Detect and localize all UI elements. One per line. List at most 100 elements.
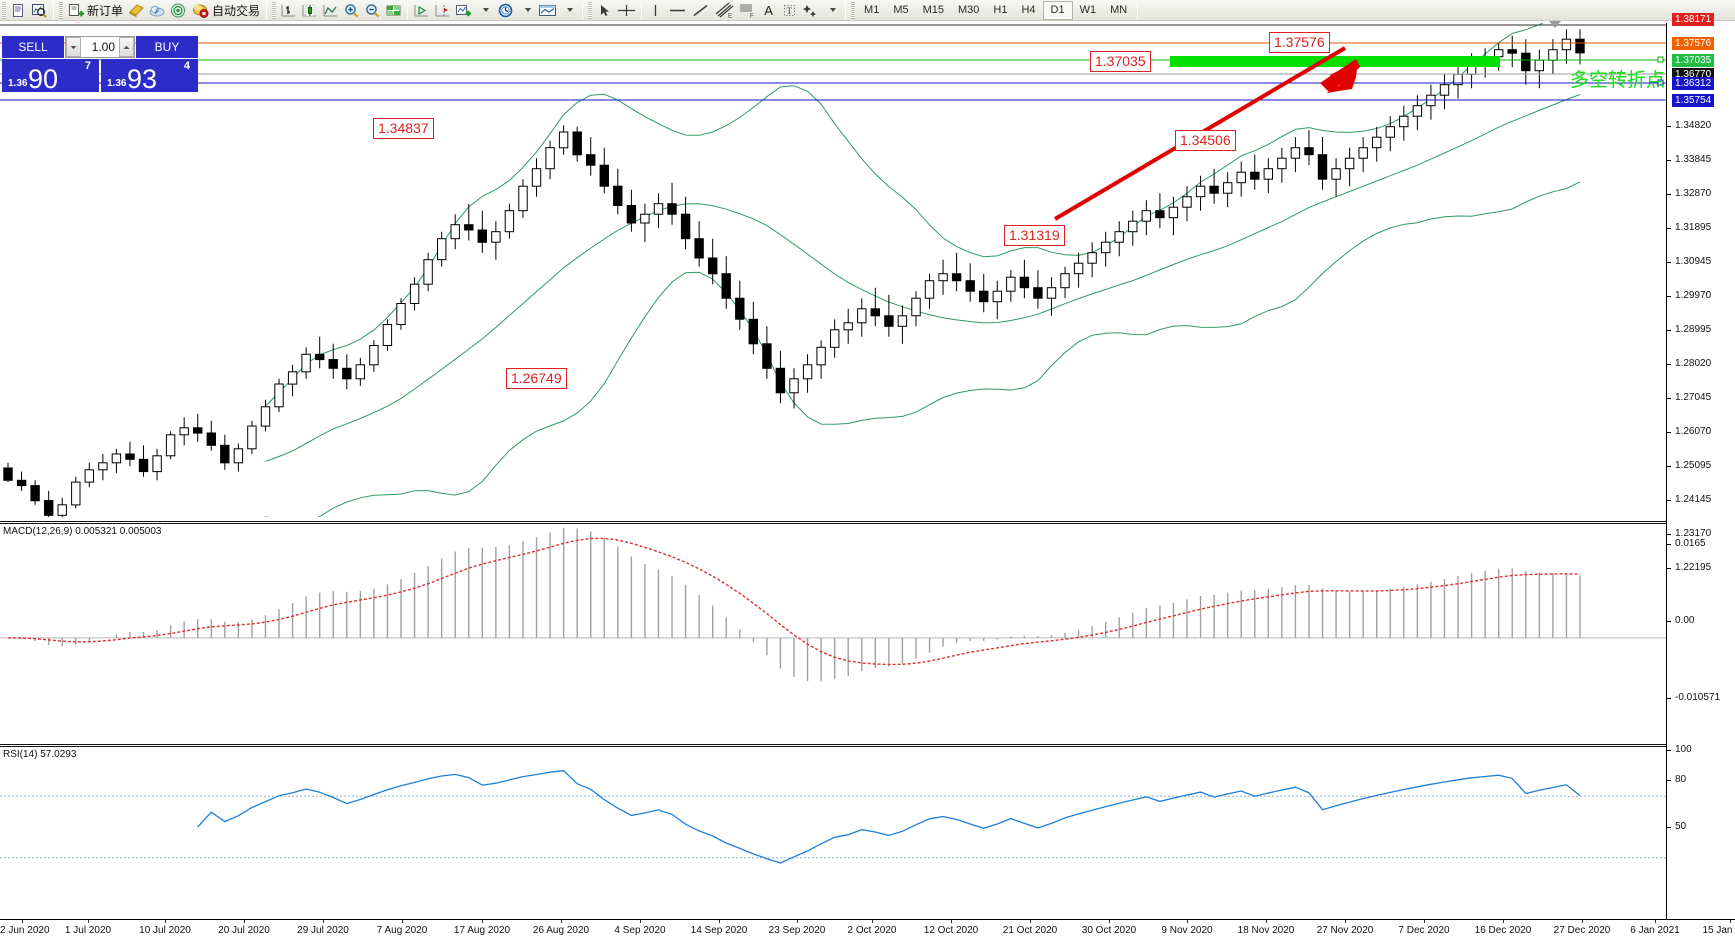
- low-price-tag[interactable]: 1.35754: [1672, 94, 1715, 107]
- horizontal-line-icon[interactable]: [666, 1, 689, 20]
- svg-text:F: F: [750, 14, 754, 20]
- time-scale-label: 6 Jan 2021: [1630, 925, 1680, 936]
- zoom-out-icon[interactable]: [362, 1, 383, 20]
- chart-shift-icon[interactable]: [432, 1, 453, 20]
- toolbar-grip-2[interactable]: [59, 1, 63, 19]
- toolbar-grip-4[interactable]: [588, 1, 593, 19]
- buy-price-box[interactable]: 1.36 93 4: [101, 59, 198, 94]
- timeframe-w1[interactable]: W1: [1079, 3, 1097, 16]
- templates-icon[interactable]: [537, 1, 558, 20]
- timeframe-m30[interactable]: M30: [958, 3, 980, 16]
- autotrading-label: 自动交易: [212, 3, 261, 18]
- metaeditor-icon[interactable]: [126, 1, 147, 20]
- buy-button[interactable]: BUY: [136, 36, 198, 58]
- data-window-icon[interactable]: [383, 1, 404, 20]
- macd-scale-label: 0.00: [1675, 615, 1695, 626]
- candlestick-chart-icon[interactable]: [299, 1, 320, 20]
- vertical-line-icon[interactable]: [645, 1, 666, 20]
- timeframe-m15[interactable]: M15: [922, 3, 944, 16]
- shapes-arrows-icon[interactable]: [800, 1, 821, 20]
- bid-price-tag[interactable]: 1.36312: [1672, 77, 1715, 90]
- fibonacci-retracement-icon[interactable]: F: [735, 1, 758, 20]
- macd-plot-area[interactable]: [0, 521, 1666, 721]
- price-scale[interactable]: 1.34820 1.33845 1.32870 1.31895 1.30945 1.299…: [1666, 13, 1735, 919]
- autotrading-button[interactable]: 自动交易: [189, 1, 263, 20]
- price-scale-tick: [1667, 827, 1671, 828]
- price-scale-tick: [1667, 621, 1671, 622]
- sell-button[interactable]: SELL: [2, 36, 64, 58]
- time-scale-tick: [719, 920, 720, 923]
- one-click-trading-top-row: SELL 1.00 BUY: [2, 36, 198, 58]
- new-order-button[interactable]: 新订单: [65, 1, 126, 20]
- chevron-down-icon[interactable]: [474, 1, 495, 20]
- price-annotation-tag[interactable]: 1.37035: [1090, 51, 1151, 72]
- trendline-icon[interactable]: [689, 1, 712, 20]
- buy-price-big: 93: [127, 64, 158, 94]
- terminal-cloud-icon[interactable]: [147, 1, 168, 20]
- volume-decrease-icon[interactable]: [66, 37, 81, 57]
- price-annotation-tag[interactable]: 1.34506: [1175, 130, 1236, 151]
- sell-price-box[interactable]: 1.36 90 7: [2, 59, 99, 94]
- period-clock-icon[interactable]: [495, 1, 516, 20]
- time-scale-tick: [1030, 920, 1031, 923]
- chevron-down-icon-4[interactable]: [821, 1, 842, 20]
- auto-scroll-icon[interactable]: [411, 1, 432, 20]
- volume-stepper[interactable]: 1.00: [65, 36, 135, 58]
- ask-price-tag[interactable]: 1.37576: [1672, 37, 1715, 50]
- time-scale-label: 20 Jul 2020: [218, 925, 270, 936]
- volume-increase-icon[interactable]: [119, 37, 134, 57]
- time-scale-label: 1 Jul 2020: [64, 925, 112, 936]
- text-label-icon[interactable]: T: [779, 1, 800, 20]
- zoom-in-icon[interactable]: [341, 1, 362, 20]
- time-scale-tick: [1109, 920, 1110, 923]
- timeframe-h4[interactable]: H4: [1021, 3, 1036, 16]
- time-scale[interactable]: 22 Jun 2020 1 Jul 2020 10 Jul 2020 20 Jul 2…: [0, 919, 1735, 940]
- toolbar-grip[interactable]: [2, 1, 6, 19]
- price-annotation-tag[interactable]: 1.31319: [1004, 225, 1065, 246]
- line-chart-icon[interactable]: [320, 1, 341, 20]
- volume-input[interactable]: 1.00: [81, 37, 119, 57]
- rsi-indicator-label: RSI(14) 57.0293: [3, 749, 77, 760]
- timeframe-m1[interactable]: M1: [864, 3, 880, 16]
- time-scale-tick: [1187, 920, 1188, 923]
- one-click-trading-panel: SELL 1.00 BUY 1.36 90 7 1.36 93 4: [2, 36, 198, 94]
- toolbar-grip-3[interactable]: [272, 1, 277, 19]
- green-level-tag[interactable]: 1.37035: [1672, 54, 1715, 67]
- timeframe-m5[interactable]: M5: [893, 3, 909, 16]
- price-scale-tick: [1667, 544, 1671, 545]
- chevron-down-icon-3[interactable]: [558, 1, 579, 20]
- time-scale-tick: [1266, 920, 1267, 923]
- new-chart-icon[interactable]: [8, 1, 29, 20]
- timeframe-d1[interactable]: D1: [1042, 0, 1073, 20]
- text-icon[interactable]: A: [758, 1, 779, 20]
- price-scale-tick: [1667, 262, 1671, 263]
- sell-price-big: 90: [28, 64, 59, 94]
- rsi-plot-area[interactable]: [0, 744, 1666, 919]
- price-scale-tick: [1667, 780, 1671, 781]
- chart-scroll-marker[interactable]: [1549, 21, 1561, 28]
- toolbar-separator-7: [1137, 1, 1139, 19]
- high-price-tag[interactable]: 1.38171: [1672, 13, 1715, 26]
- time-scale-tick: [951, 920, 952, 923]
- indicators-add-icon[interactable]: [453, 1, 474, 20]
- price-annotation-tag[interactable]: 1.26749: [506, 368, 567, 389]
- chevron-down-icon-2[interactable]: [516, 1, 537, 20]
- price-annotation-tag[interactable]: 1.37576: [1269, 32, 1330, 53]
- timeframe-mn[interactable]: MN: [1110, 3, 1128, 16]
- price-scale-label: 1.31895: [1675, 222, 1712, 233]
- time-scale-label: 15 Jan 2021: [1702, 925, 1735, 936]
- time-scale-label: 16 Dec 2020: [1474, 925, 1532, 936]
- bar-chart-icon[interactable]: [278, 1, 299, 20]
- price-annotation-tag[interactable]: 1.34837: [373, 118, 434, 139]
- rsi-scale-label: 80: [1675, 774, 1687, 785]
- timeframe-h1[interactable]: H1: [993, 3, 1008, 16]
- toolbar-separator-3: [407, 1, 409, 19]
- equidistant-channel-icon[interactable]: E: [712, 1, 735, 20]
- signals-icon[interactable]: [168, 1, 189, 20]
- chart-inspect-icon[interactable]: [29, 1, 50, 20]
- rsi-scale-label: 50: [1675, 821, 1687, 832]
- price-plot-area[interactable]: [0, 23, 1666, 517]
- cursor-arrow-icon[interactable]: [594, 1, 615, 20]
- crosshair-icon[interactable]: [615, 1, 638, 20]
- toolbar-grip-5[interactable]: [851, 1, 856, 19]
